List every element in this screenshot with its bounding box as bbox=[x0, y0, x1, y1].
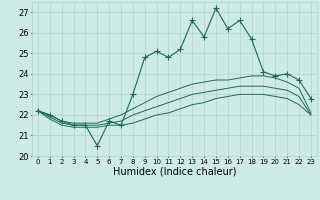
X-axis label: Humidex (Indice chaleur): Humidex (Indice chaleur) bbox=[113, 166, 236, 176]
